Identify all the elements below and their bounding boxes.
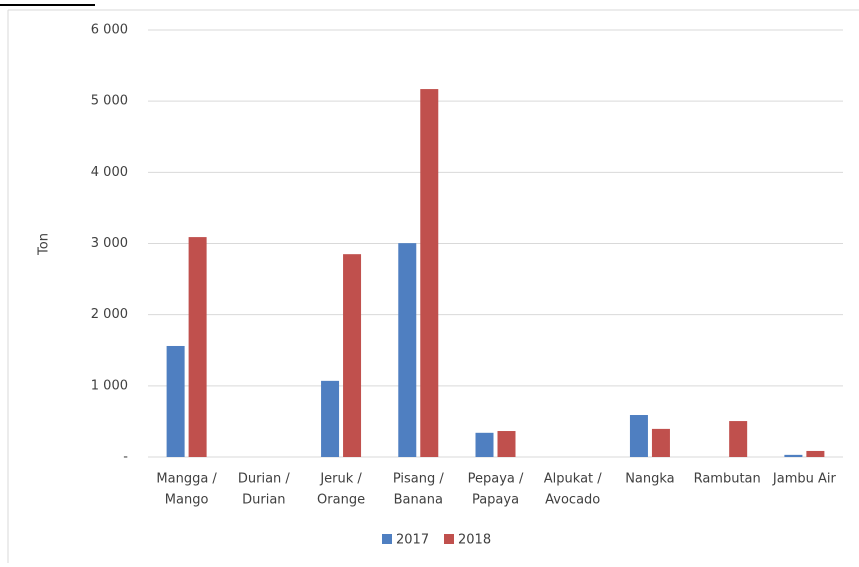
x-tick-label: Orange bbox=[317, 493, 365, 508]
bar bbox=[321, 380, 340, 457]
bar bbox=[475, 432, 494, 457]
y-axis-label: Ton bbox=[37, 233, 52, 256]
x-tick-label: Banana bbox=[394, 493, 443, 508]
bar bbox=[784, 454, 803, 457]
bar bbox=[398, 243, 417, 457]
bar bbox=[166, 345, 185, 457]
x-tick-label: Durian / bbox=[238, 472, 291, 487]
bar bbox=[343, 254, 362, 457]
bar bbox=[729, 421, 748, 457]
x-tick-label: Nangka bbox=[625, 472, 674, 487]
legend-swatch bbox=[444, 534, 454, 544]
x-tick-label: Alpukat / bbox=[544, 472, 602, 487]
y-tick-label: 6 000 bbox=[91, 23, 128, 38]
bar bbox=[188, 237, 207, 457]
x-tick-label: Rambutan bbox=[694, 472, 761, 487]
y-tick-label: - bbox=[123, 450, 128, 465]
legend-label: 2017 bbox=[396, 533, 429, 548]
x-tick-label: Mangga / bbox=[156, 472, 217, 487]
y-tick-label: 4 000 bbox=[91, 165, 128, 180]
x-tick-label: Pisang / bbox=[393, 472, 445, 487]
legend-swatch bbox=[382, 534, 392, 544]
x-tick-label: Mango bbox=[165, 493, 209, 508]
bar bbox=[806, 450, 825, 457]
x-tick-label: Jambu Air bbox=[772, 472, 837, 487]
y-tick-label: 3 000 bbox=[91, 236, 128, 251]
x-tick-label: Avocado bbox=[545, 493, 600, 508]
x-tick-label: Papaya bbox=[472, 493, 519, 508]
legend-label: 2018 bbox=[458, 533, 491, 548]
x-tick-label: Jeruk / bbox=[319, 472, 362, 487]
bar bbox=[420, 89, 439, 458]
x-tick-label: Durian bbox=[242, 493, 285, 508]
bar bbox=[497, 431, 516, 457]
y-tick-label: 1 000 bbox=[91, 378, 128, 393]
bar bbox=[629, 415, 648, 457]
bar bbox=[651, 428, 670, 457]
y-tick-label: 5 000 bbox=[91, 94, 128, 109]
x-tick-label: Pepaya / bbox=[468, 472, 524, 487]
y-tick-label: 2 000 bbox=[91, 307, 128, 322]
